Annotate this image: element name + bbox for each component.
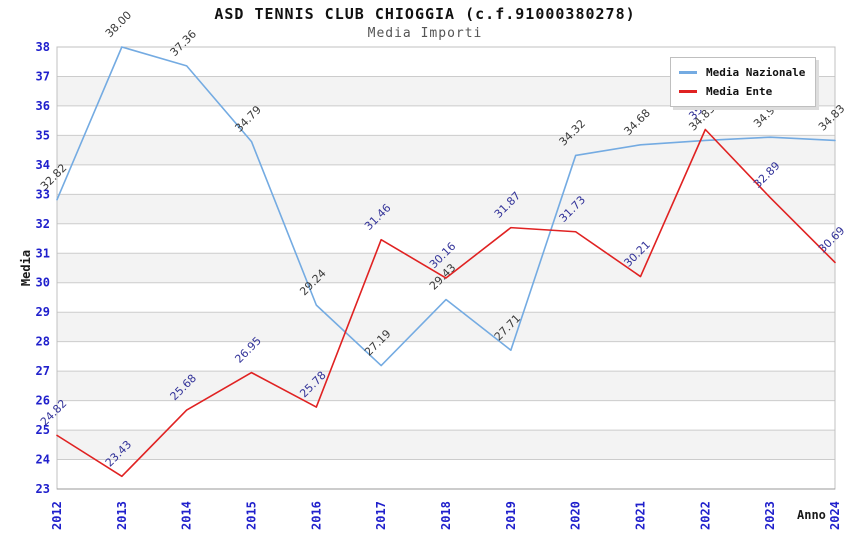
y-tick-label: 32 [36, 217, 50, 231]
chart-legend: Media Nazionale Media Ente [670, 57, 817, 107]
series-line-media-ente [56, 128, 836, 478]
legend-line-swatch [679, 90, 697, 93]
legend-line-swatch [679, 71, 697, 74]
y-tick-label: 37 [36, 69, 50, 83]
y-tick-label: 27 [36, 364, 50, 378]
y-tick-label: 36 [36, 99, 50, 113]
legend-item-label: Media Ente [706, 85, 773, 98]
plot-band [57, 371, 835, 401]
y-tick-label: 35 [36, 128, 50, 142]
y-tick-label: 29 [36, 305, 50, 319]
x-tick-label: 2012 [50, 501, 64, 530]
y-tick-label: 28 [36, 335, 50, 349]
x-tick-label: 2014 [180, 501, 194, 530]
x-tick-label: 2013 [115, 501, 129, 530]
plot-band [57, 430, 835, 460]
plot-band [57, 194, 835, 224]
x-tick-label: 2023 [763, 501, 777, 530]
y-tick-label: 33 [36, 187, 50, 201]
legend-item-media-nazionale: Media Nazionale [679, 63, 805, 82]
plot-band [57, 312, 835, 342]
x-tick-label: 2020 [569, 501, 583, 530]
x-axis-title: Anno [797, 508, 826, 522]
x-tick-label: 2017 [374, 501, 388, 530]
y-tick-label: 24 [36, 453, 50, 467]
data-label-media-ente: 30.69 [816, 224, 847, 255]
legend-item-label: Media Nazionale [706, 66, 806, 79]
y-tick-label: 26 [36, 394, 50, 408]
x-tick-label: 2021 [634, 501, 648, 530]
y-axis-title: Media [19, 250, 33, 286]
data-label-media-nazionale: 34.79 [232, 103, 263, 134]
x-tick-label: 2018 [439, 501, 453, 530]
chart-subtitle: Media Importi [367, 26, 483, 41]
x-tick-label: 2016 [309, 501, 323, 530]
y-tick-label: 25 [36, 423, 50, 437]
series-line-media-nazionale [56, 46, 836, 367]
y-tick-label: 30 [36, 276, 50, 290]
x-tick-label: 2024 [828, 501, 842, 530]
data-label-media-nazionale: 34.68 [621, 106, 652, 137]
y-tick-label: 31 [36, 246, 50, 260]
y-tick-label: 38 [36, 40, 50, 54]
y-tick-label: 34 [36, 158, 50, 172]
x-tick-label: 2022 [698, 501, 712, 530]
data-label-media-nazionale: 34.83 [816, 102, 847, 133]
x-tick-label: 2019 [504, 501, 518, 530]
x-tick-label: 2015 [245, 501, 259, 530]
chart-title: ASD TENNIS CLUB CHIOGGIA (c.f.9100038027… [214, 5, 636, 23]
y-tick-label: 23 [36, 482, 50, 496]
legend-item-media-ente: Media Ente [679, 82, 805, 101]
